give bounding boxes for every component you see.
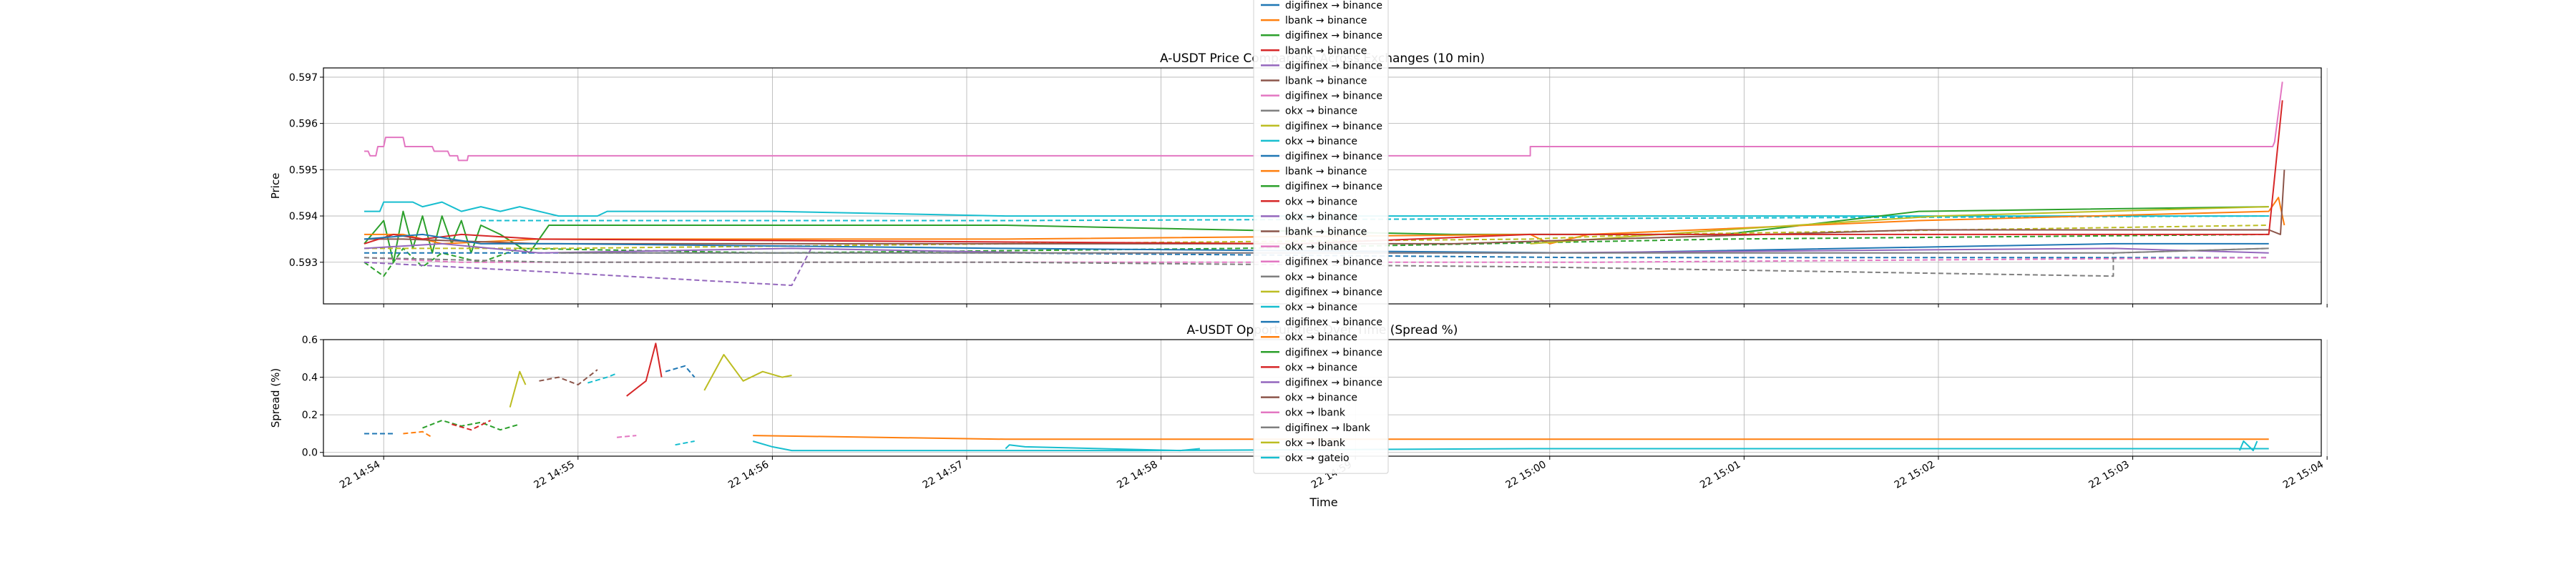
series-line	[1005, 444, 1200, 452]
x-tick-label: 22 14:58	[1115, 459, 1159, 491]
legend-entry: digifinex → binance	[1285, 0, 1382, 11]
legend-entry: digifinex → lbank	[1285, 423, 1371, 434]
legend-entry: okx → lbank	[1285, 438, 1346, 449]
legend-entry: okx → binance	[1285, 272, 1357, 283]
legend-entry: digifinex → binance	[1285, 378, 1382, 389]
x-tick-label: 22 15:03	[2087, 459, 2131, 491]
series-line	[364, 242, 2269, 254]
y-tick-label: 0.0	[302, 448, 318, 459]
legend-entry: lbank → binance	[1285, 45, 1367, 56]
x-tick-label: 22 15:04	[2281, 459, 2326, 491]
series-line	[509, 370, 527, 408]
y-tick-label: 0.4	[302, 373, 318, 384]
y-tick-label: 0.597	[289, 72, 318, 84]
legend-entry: digifinex → binance	[1285, 60, 1382, 72]
y-tick-label: 0.595	[289, 164, 318, 176]
series-line	[665, 365, 696, 378]
series-line	[481, 215, 2269, 222]
series-line	[364, 201, 2269, 217]
legend-entry: lbank → binance	[1285, 166, 1367, 177]
legend-entry: okx → lbank	[1285, 408, 1346, 419]
legend-entry: digifinex → binance	[1285, 181, 1382, 192]
series-line	[2238, 440, 2258, 452]
y-axis-label: Price	[269, 173, 282, 199]
legend-entry: okx → binance	[1285, 393, 1357, 404]
legend-entry: okx → binance	[1285, 211, 1357, 222]
series-line	[558, 247, 2269, 254]
series-line	[364, 233, 2269, 254]
series-line	[539, 369, 598, 386]
legend-entry: lbank → binance	[1285, 227, 1367, 238]
series-line	[617, 435, 637, 438]
legend-entry: digifinex → binance	[1285, 287, 1382, 298]
legend-entry: okx → binance	[1285, 362, 1357, 373]
y-tick-label: 0.593	[289, 257, 318, 269]
series-line	[364, 82, 2283, 162]
y-tick-label: 0.596	[289, 119, 318, 130]
x-tick-label: 22 14:54	[338, 459, 382, 491]
x-tick-label: 22 15:02	[1893, 459, 1937, 491]
y-tick-label: 0.6	[302, 335, 318, 346]
legend: digifinex → binance lbank → binance digifi…	[1253, 0, 1389, 474]
series-line	[1530, 206, 2269, 245]
legend-entry: lbank → binance	[1285, 76, 1367, 87]
series-line	[753, 435, 2269, 440]
legend-entry: okx → gateio	[1285, 453, 1350, 464]
legend-entry: digifinex → binance	[1285, 347, 1382, 358]
legend-entry: digifinex → binance	[1285, 91, 1382, 102]
legend-entry: okx → binance	[1285, 242, 1357, 253]
y-tick-label: 0.2	[302, 410, 318, 421]
legend-entry: okx → binance	[1285, 302, 1357, 313]
x-tick-label: 22 15:01	[1698, 459, 1742, 491]
series-line	[422, 420, 520, 431]
x-tick-label: 22 14:55	[532, 459, 577, 491]
legend-entry: okx → binance	[1285, 332, 1357, 343]
x-axis-label: Time	[1309, 495, 1337, 509]
series-line	[587, 373, 618, 384]
series-line	[452, 420, 492, 431]
series-line	[675, 440, 695, 446]
legend-box	[1253, 0, 1389, 474]
legend-entry: digifinex → binance	[1285, 30, 1382, 41]
x-tick-label: 22 14:56	[726, 459, 771, 491]
series-line	[364, 247, 812, 287]
x-tick-label: 22 15:00	[1504, 459, 1548, 491]
series-line	[752, 440, 2269, 452]
x-tick-label: 22 14:57	[921, 459, 965, 491]
y-tick-label: 0.594	[289, 211, 318, 222]
legend-entry: okx → binance	[1285, 106, 1357, 117]
legend-entry: digifinex → binance	[1285, 151, 1382, 162]
series-line	[364, 225, 2269, 250]
series-line	[626, 342, 663, 397]
legend-entry: okx → binance	[1285, 196, 1357, 207]
series-line	[403, 430, 433, 438]
y-axis-label: Spread (%)	[269, 368, 282, 428]
legend-entry: digifinex → binance	[1285, 317, 1382, 328]
legend-entry: lbank → binance	[1285, 15, 1367, 26]
legend-entry: digifinex → binance	[1285, 257, 1382, 268]
legend-entry: okx → binance	[1285, 136, 1357, 147]
series-line	[703, 354, 792, 391]
legend-entry: digifinex → binance	[1285, 121, 1382, 132]
